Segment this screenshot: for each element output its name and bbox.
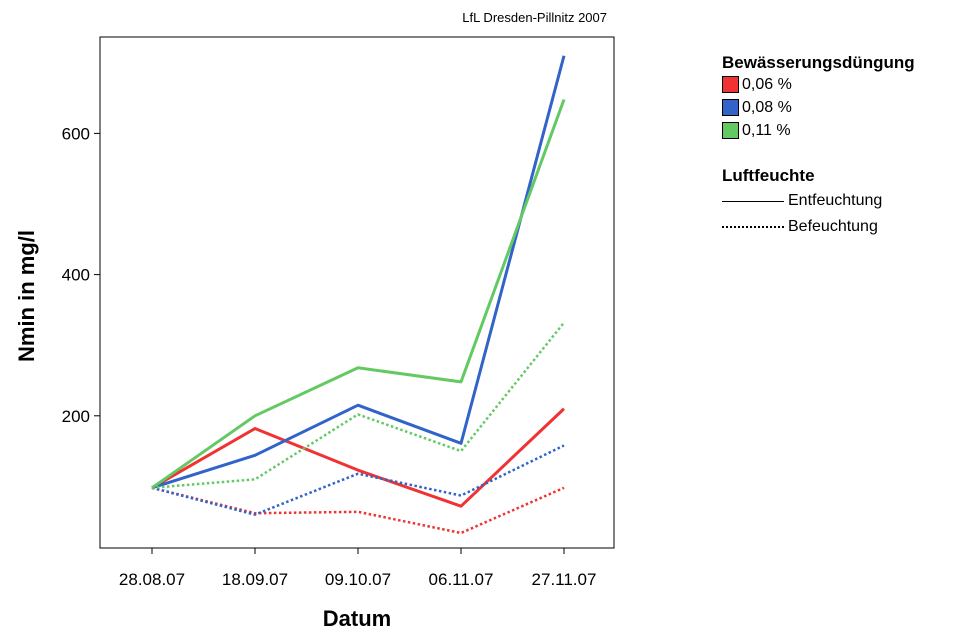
x-tick-label: 18.09.07 bbox=[222, 570, 288, 589]
legend-label: Entfeuchtung bbox=[788, 192, 883, 209]
legend: Bewässerungsdüngung 0,06 % 0,08 % 0,11 %… bbox=[722, 53, 915, 238]
x-axis: 28.08.07 18.09.07 09.10.07 06.11.07 27.11.07 bbox=[119, 548, 597, 589]
y-tick-label: 200 bbox=[62, 407, 90, 426]
legend-style-title: Luftfeuchte bbox=[722, 166, 815, 185]
legend-swatch-blue bbox=[722, 99, 739, 116]
legend-dotted-line bbox=[722, 226, 784, 228]
y-tick-label: 600 bbox=[62, 124, 90, 143]
series-line bbox=[151, 55, 566, 490]
legend-label: 0,06 % bbox=[742, 75, 792, 93]
series-line bbox=[151, 98, 566, 490]
legend-color-title: Bewässerungsdüngung bbox=[722, 53, 915, 72]
legend-swatch-green bbox=[722, 122, 739, 139]
y-axis-label: Nmin in mg/l bbox=[14, 230, 39, 362]
legend-item: 0,06 % bbox=[722, 73, 915, 96]
legend-item: 0,11 % bbox=[722, 119, 915, 142]
series-line bbox=[151, 444, 565, 516]
legend-label: Befeuchtung bbox=[788, 218, 878, 235]
legend-item: Entfeuchtung bbox=[722, 186, 915, 216]
x-tick-label: 28.08.07 bbox=[119, 570, 185, 589]
y-axis: 200 400 600 bbox=[62, 124, 100, 426]
series-line bbox=[151, 407, 566, 508]
legend-label: 0,08 % bbox=[742, 98, 792, 116]
x-axis-label: Datum bbox=[323, 606, 391, 628]
legend-item: 0,08 % bbox=[722, 96, 915, 119]
x-tick-label: 09.10.07 bbox=[325, 570, 391, 589]
series-layer bbox=[151, 55, 566, 535]
legend-swatch-red bbox=[722, 76, 739, 93]
legend-label: 0,11 % bbox=[742, 121, 791, 139]
source-note: LfL Dresden-Pillnitz 2007 bbox=[462, 10, 607, 25]
x-tick-label: 27.11.07 bbox=[532, 570, 597, 589]
series-line bbox=[151, 486, 565, 535]
series-line bbox=[151, 321, 565, 490]
legend-item: Befeuchtung bbox=[722, 216, 915, 238]
plot-frame bbox=[99, 36, 615, 549]
x-tick-label: 06.11.07 bbox=[429, 570, 494, 589]
y-tick-label: 400 bbox=[62, 266, 90, 285]
legend-solid-line bbox=[722, 200, 784, 202]
